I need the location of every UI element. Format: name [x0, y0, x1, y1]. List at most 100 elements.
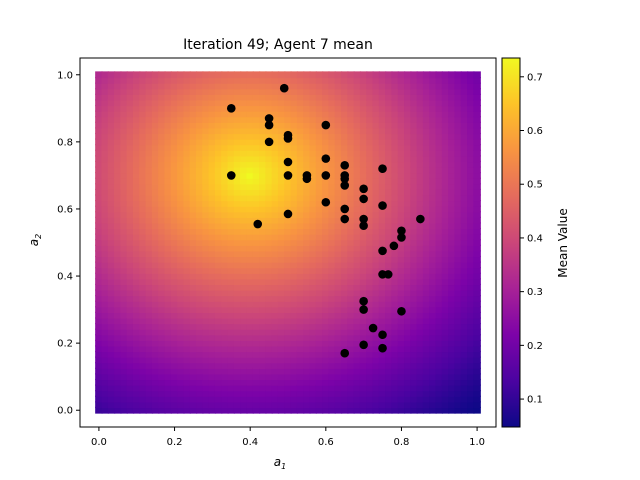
heatmap-cell: [233, 289, 242, 297]
heatmap-cell: [202, 390, 210, 397]
heatmap-cell: [177, 373, 185, 381]
heatmap-cell: [385, 278, 393, 286]
heatmap-cell: [315, 121, 324, 129]
heatmap-cell: [170, 295, 179, 302]
heatmap-cell: [177, 317, 185, 325]
heatmap-cell: [334, 144, 343, 151]
heatmap-cell: [328, 401, 336, 409]
heatmap-cell: [359, 93, 368, 101]
heatmap-cell: [114, 177, 122, 185]
heatmap-cell: [322, 93, 330, 101]
heatmap-cell: [322, 378, 330, 386]
heatmap-cell: [259, 334, 267, 341]
heatmap-cell: [422, 261, 431, 269]
heatmap-cell: [208, 395, 217, 403]
heatmap-cell: [183, 261, 191, 269]
heatmap-cell: [151, 104, 160, 112]
heatmap-cell: [277, 211, 286, 218]
heatmap-cell: [397, 71, 406, 79]
heatmap-cell: [139, 278, 147, 286]
heatmap-cell: [265, 334, 273, 341]
heatmap-cell: [208, 211, 217, 218]
heatmap-cell: [183, 99, 191, 107]
heatmap-cell: [347, 216, 355, 224]
heatmap-cell: [347, 289, 355, 297]
heatmap-cell: [473, 278, 481, 286]
heatmap-cell: [158, 300, 166, 308]
heatmap-cell: [145, 401, 154, 409]
heatmap-cell: [132, 311, 141, 319]
heatmap-cell: [328, 384, 336, 392]
heatmap-cell: [246, 401, 254, 409]
heatmap-cell: [467, 166, 475, 174]
heatmap-cell: [296, 373, 305, 381]
heatmap-cell: [340, 166, 349, 174]
heatmap-cell: [353, 272, 362, 280]
heatmap-cell: [208, 160, 217, 168]
heatmap-cell: [366, 160, 374, 168]
heatmap-cell: [139, 272, 147, 280]
heatmap-cell: [208, 177, 217, 185]
heatmap-cell: [164, 367, 172, 375]
data-point: [283, 171, 293, 180]
heatmap-cell: [189, 233, 198, 241]
heatmap-cell: [139, 116, 147, 123]
heatmap-cell: [208, 250, 217, 258]
heatmap-cell: [303, 99, 311, 107]
heatmap-cell: [233, 160, 242, 168]
heatmap-cell: [240, 104, 248, 112]
heatmap-cell: [366, 406, 374, 414]
heatmap-cell: [259, 93, 267, 101]
data-point: [340, 174, 350, 184]
heatmap-cell: [404, 138, 412, 146]
heatmap-cell: [397, 356, 406, 364]
heatmap-cell: [196, 138, 204, 146]
heatmap-cell: [410, 339, 418, 347]
heatmap-cell: [296, 255, 305, 263]
heatmap-cell: [227, 211, 236, 218]
heatmap-cell: [277, 194, 286, 202]
heatmap-cell: [145, 267, 154, 274]
heatmap-cell: [126, 88, 135, 95]
heatmap-cell: [158, 261, 166, 269]
heatmap-cell: [340, 356, 349, 364]
heatmap-cell: [473, 194, 481, 202]
heatmap-cell: [164, 317, 172, 325]
heatmap-cell: [416, 406, 425, 414]
heatmap-cell: [208, 345, 217, 353]
heatmap-cell: [296, 322, 305, 330]
heatmap-cell: [460, 149, 469, 157]
heatmap-cell: [334, 250, 343, 258]
heatmap-cell: [429, 177, 437, 185]
heatmap-cell: [397, 76, 406, 84]
heatmap-cell: [214, 339, 223, 347]
heatmap-cell: [202, 155, 210, 163]
heatmap-cell: [322, 110, 330, 118]
heatmap-cell: [151, 188, 160, 196]
heatmap-cell: [334, 172, 343, 179]
heatmap-cell: [101, 82, 109, 90]
heatmap-cell: [233, 199, 242, 207]
heatmap-cell: [101, 401, 109, 409]
heatmap-cell: [315, 149, 324, 157]
heatmap-cell: [284, 272, 292, 280]
heatmap-cell: [107, 177, 116, 185]
heatmap-cell: [221, 166, 229, 174]
heatmap-cell: [448, 373, 456, 381]
heatmap-cell: [107, 401, 116, 409]
heatmap-cell: [353, 367, 362, 375]
heatmap-cell: [177, 211, 185, 218]
heatmap-cell: [221, 261, 229, 269]
heatmap-cell: [158, 172, 166, 179]
heatmap-cell: [347, 295, 355, 302]
heatmap-cell: [315, 93, 324, 101]
heatmap-cell: [340, 82, 349, 90]
heatmap-cell: [460, 211, 469, 218]
heatmap-cell: [284, 110, 292, 118]
heatmap-cell: [145, 350, 154, 358]
heatmap-cell: [189, 172, 198, 179]
heatmap-cell: [353, 384, 362, 392]
heatmap-cell: [221, 88, 229, 95]
heatmap-cell: [473, 239, 481, 246]
heatmap-cell: [460, 138, 469, 146]
